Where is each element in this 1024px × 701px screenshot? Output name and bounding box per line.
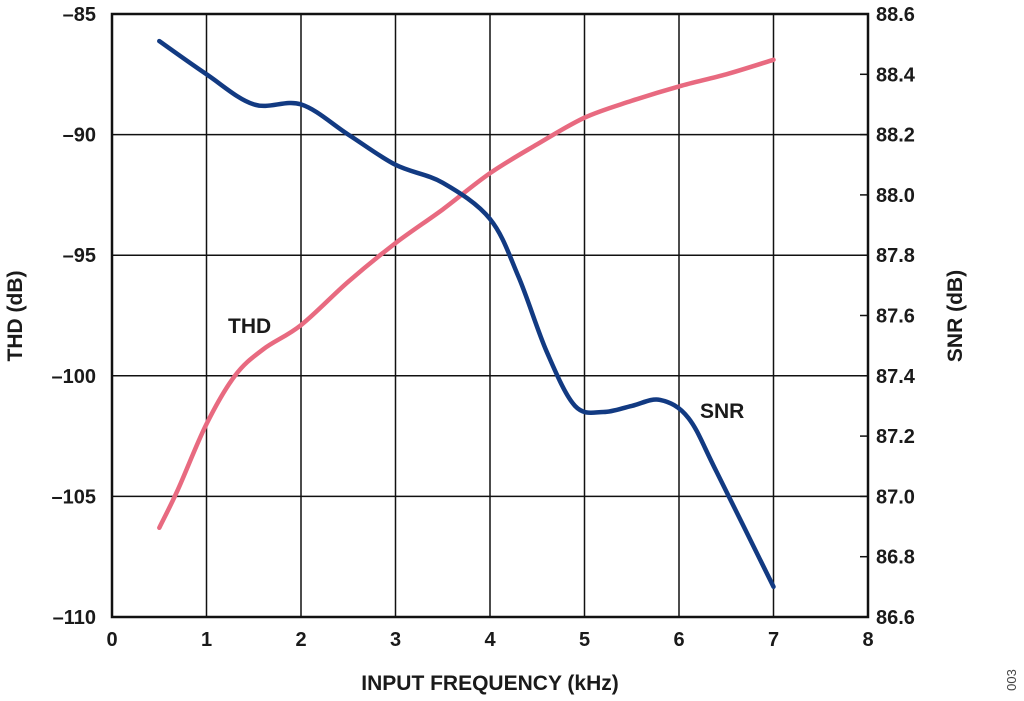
y-right-axis-title: SNR (dB) — [944, 270, 967, 362]
y-right-tick-label: 88.4 — [876, 64, 916, 86]
y-left-tick-label: –100 — [52, 366, 97, 388]
thd-series-line — [157, 57, 776, 531]
y-right-tick-label: 86.6 — [876, 607, 915, 629]
y-left-tick-label: –110 — [53, 607, 96, 629]
x-axis-title: INPUT FREQUENCY (kHz) — [361, 672, 618, 695]
grid — [112, 14, 868, 617]
y-right-tick-label: 87.0 — [876, 486, 915, 508]
y-left-tick-labels: –85 –90 –95 –100 –105 –110 — [52, 4, 97, 629]
x-tick-label: 2 — [295, 629, 306, 651]
y-right-tick-label: 88.0 — [876, 185, 915, 207]
y-left-tick-label: –90 — [63, 125, 96, 147]
series-layer — [157, 38, 776, 590]
y-left-tick-label: –105 — [52, 486, 97, 508]
x-tick-label: 1 — [201, 629, 212, 651]
plot-frame — [110, 12, 870, 619]
x-tick-label: 7 — [768, 629, 779, 651]
y-right-tick-label: 86.8 — [876, 547, 915, 569]
figure-id: 003 — [1004, 669, 1019, 691]
y-left-axis-title: THD (dB) — [4, 271, 27, 362]
snr-series-label: SNR — [700, 400, 744, 423]
y-right-tick-label: 87.8 — [876, 245, 915, 267]
y-right-tick-label: 88.2 — [876, 125, 915, 147]
x-tick-labels: 0 1 2 3 4 5 6 7 8 — [106, 629, 873, 651]
x-tick-label: 5 — [579, 629, 590, 651]
y-left-tick-label: –85 — [63, 4, 96, 26]
x-tick-label: 0 — [106, 629, 117, 651]
y-right-tick-labels: 88.6 88.4 88.2 88.0 87.8 87.6 87.4 87.2 87.0 86.8… — [876, 4, 916, 629]
x-tick-label: 3 — [390, 629, 401, 651]
y-right-tick-label: 88.6 — [876, 4, 915, 26]
snr-series-line — [157, 38, 776, 590]
x-tick-label: 6 — [673, 629, 684, 651]
y-right-tick-label: 87.6 — [876, 306, 915, 328]
x-tick-label: 8 — [862, 629, 873, 651]
y-left-tick-label: –95 — [63, 245, 96, 267]
y-right-tick-label: 87.2 — [876, 426, 915, 448]
y-right-tick-label: 87.4 — [876, 366, 916, 388]
x-tick-label: 4 — [484, 629, 496, 651]
thd-series-label: THD — [228, 315, 271, 338]
